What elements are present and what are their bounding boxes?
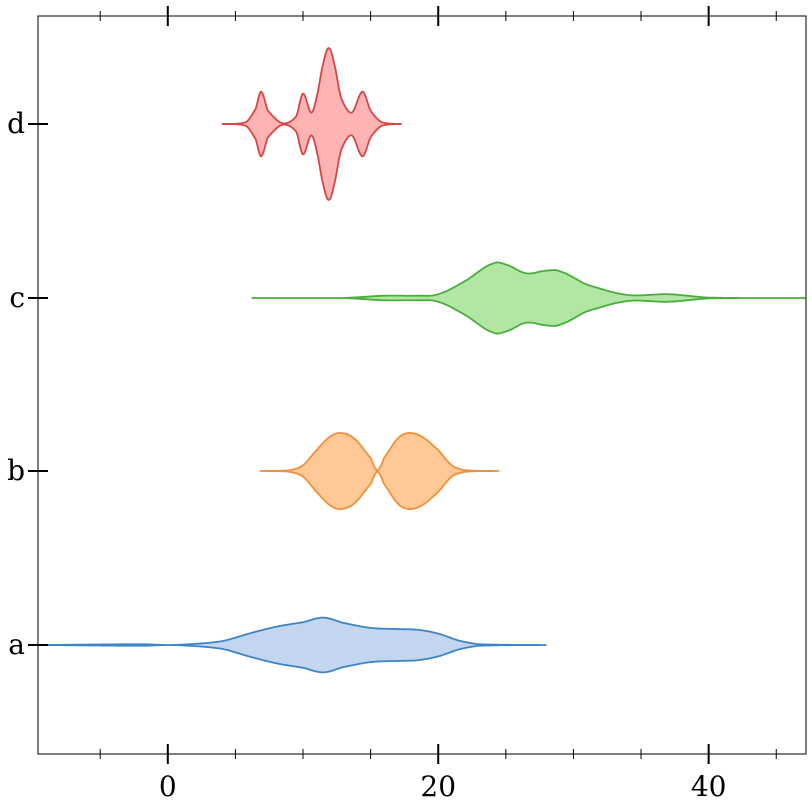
violin-b	[259, 432, 500, 510]
x-tick-label: 40	[691, 770, 727, 803]
x-tick-label: 0	[159, 770, 177, 803]
violin-a	[37, 616, 547, 674]
tick-labels: 0 20 40 a b c d	[7, 107, 726, 803]
violin-c	[251, 261, 806, 335]
violin-series-group	[37, 47, 806, 674]
y-tick-label-d: d	[7, 107, 25, 140]
y-tick-label-b: b	[7, 454, 25, 487]
plot-frame	[37, 15, 807, 755]
axis-ticks	[28, 6, 777, 764]
x-tick-label: 20	[420, 770, 456, 803]
y-tick-label-a: a	[8, 628, 25, 661]
y-tick-label-c: c	[9, 281, 25, 314]
violin-d	[221, 47, 402, 201]
